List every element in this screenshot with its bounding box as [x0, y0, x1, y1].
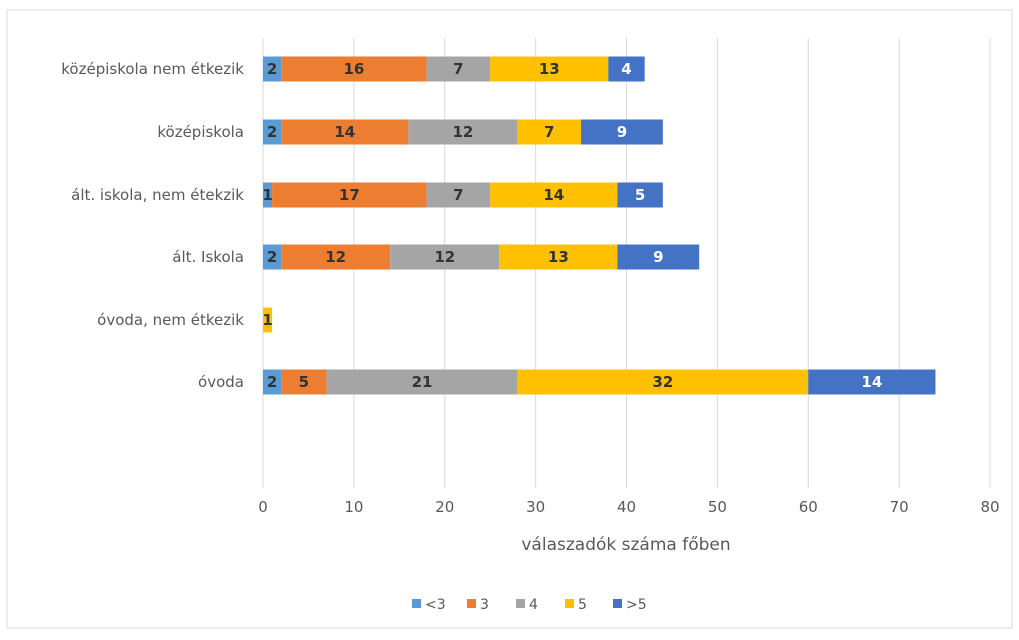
category-label: óvoda, nem étkezik: [97, 311, 244, 329]
data-label: 12: [325, 248, 346, 266]
data-label: 32: [652, 373, 673, 391]
data-label: 14: [543, 186, 564, 204]
data-label: 2: [267, 123, 277, 141]
legend-label: 5: [578, 597, 587, 613]
x-tick-label: 80: [980, 498, 999, 516]
legend-swatch: [412, 599, 421, 608]
x-tick-label: 60: [799, 498, 818, 516]
data-label: 2: [267, 373, 277, 391]
data-label: 13: [539, 60, 560, 78]
category-label: középiskola nem étkezik: [61, 60, 244, 78]
category-axis: középiskola nem étkezik középiskola ált. i…: [61, 60, 244, 391]
bar-segment: [517, 369, 809, 395]
data-label: 1: [262, 311, 272, 329]
bar-segment: [517, 119, 582, 145]
data-label: 2: [267, 60, 277, 78]
legend-swatch: [467, 599, 476, 608]
bar-segment: [263, 244, 282, 270]
data-label: 9: [617, 123, 627, 141]
chart-border: [6, 9, 1013, 629]
data-label: 2: [267, 248, 277, 266]
legend-swatch: [516, 599, 525, 608]
category-label: óvoda: [198, 373, 244, 391]
bar-segment: [617, 182, 663, 208]
x-tick-label: 20: [435, 498, 454, 516]
bar-segment: [408, 119, 518, 145]
bar-segment: [281, 119, 409, 145]
x-tick-label: 0: [258, 498, 268, 516]
legend-label: >5: [626, 597, 647, 613]
bar-segment: [390, 244, 500, 270]
data-label: 12: [452, 123, 473, 141]
bar-segment: [263, 369, 282, 395]
category-label: középiskola: [157, 123, 244, 141]
legend-swatch: [613, 599, 622, 608]
bar-segment: [581, 119, 663, 145]
legend-label: <3: [425, 597, 446, 613]
data-label: 1: [262, 186, 272, 204]
x-tick-label: 70: [890, 498, 909, 516]
data-label: 4: [621, 60, 631, 78]
data-label: 16: [343, 60, 364, 78]
bar-segment: [272, 182, 427, 208]
data-label: 7: [453, 60, 463, 78]
bar-segment: [426, 182, 491, 208]
x-tick-label: 10: [344, 498, 363, 516]
x-tick-label: 50: [708, 498, 727, 516]
data-label: 14: [334, 123, 355, 141]
data-label: 7: [453, 186, 463, 204]
bar-segment: [490, 182, 618, 208]
data-label: 7: [544, 123, 554, 141]
data-label: 12: [434, 248, 455, 266]
x-tick-label: 40: [617, 498, 636, 516]
data-label: 5: [299, 373, 309, 391]
data-label: 9: [653, 248, 663, 266]
x-axis-title: válaszadók száma főben: [521, 535, 730, 555]
bars: 2 16 7 13 42 14 12 7 91 17 7 14 52 12 12 13 912 5 21 32 14: [262, 56, 936, 395]
data-label: 13: [548, 248, 569, 266]
data-label: 17: [339, 186, 360, 204]
category-label: ált. Iskola: [172, 248, 244, 266]
value-axis: 0 10 20 30 40 50 60 70 80: [258, 498, 999, 516]
bar-segment: [263, 119, 282, 145]
category-label: ált. iskola, nem étekzik: [71, 186, 244, 204]
legend-label: 4: [529, 597, 538, 613]
bar-segment: [608, 56, 645, 82]
bar-segment: [281, 244, 391, 270]
legend-label: 3: [480, 597, 489, 613]
bar-segment: [281, 369, 327, 395]
bar-segment: [808, 369, 936, 395]
bar-segment: [499, 244, 618, 270]
bar-segment: [490, 56, 609, 82]
data-label: 14: [861, 373, 882, 391]
gridlines: [262, 38, 991, 488]
bar-segment: [426, 56, 491, 82]
bar-segment: [281, 56, 427, 82]
bar-segment: [263, 307, 273, 333]
legend: <3 3 4 5 >5: [412, 597, 647, 613]
data-label: 5: [635, 186, 645, 204]
bar-segment: [326, 369, 518, 395]
bar-segment: [263, 182, 273, 208]
bar-segment: [263, 56, 282, 82]
bar-segment: [617, 244, 700, 270]
legend-swatch: [565, 599, 574, 608]
data-label: 21: [412, 373, 433, 391]
x-tick-label: 30: [526, 498, 545, 516]
